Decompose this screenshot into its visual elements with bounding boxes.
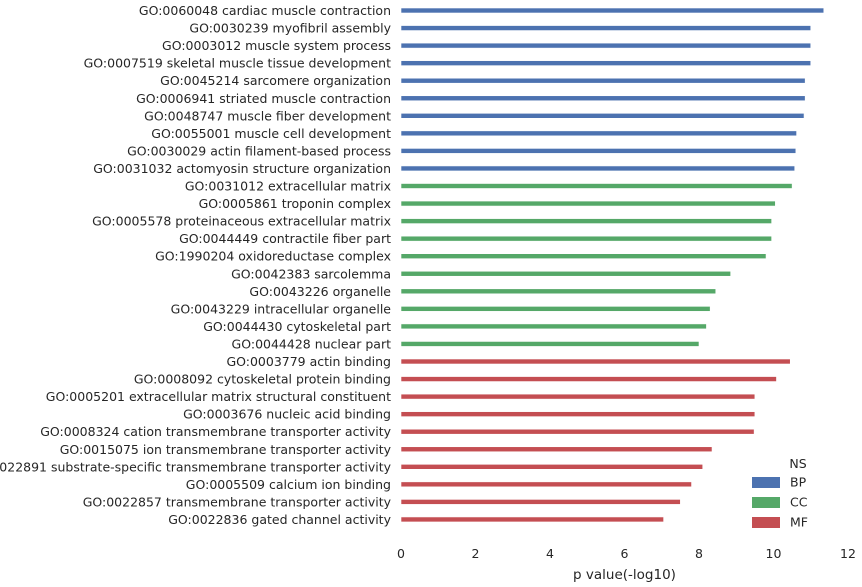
category-label: GO:0042383 sarcolemma [231,266,391,281]
category-label: GO:0030239 myofibril assembly [189,21,391,36]
bar-cc [400,235,772,242]
legend-label-bp: BP [790,475,807,490]
bar-mf [400,428,755,435]
category-label: GO:0022857 transmembrane transporter act… [83,494,392,509]
legend-label-cc: CC [790,495,808,510]
category-label: GO:0005861 troponin complex [199,196,391,211]
x-tick-label: 12 [840,546,856,561]
bar-cc [400,270,731,277]
bar-cc [400,200,776,207]
category-label: GO:0008324 cation transmembrane transpor… [40,424,391,439]
category-label: GO:0005509 calcium ion binding [186,477,391,492]
bar-mf [400,358,791,365]
bar-bp [400,113,805,119]
category-label: GO:0044449 contractile fiber part [179,231,391,246]
bar-cc [400,341,700,347]
category-label: GO:0005578 proteinaceous extracellular m… [92,214,391,229]
legend: NS BP CC MF [752,456,808,530]
category-label: GO:0015075 ion transmembrane transporter… [60,442,392,457]
category-label: GO:0044428 nuclear part [232,336,392,351]
category-label: GO:0060048 cardiac muscle contraction [139,3,391,18]
legend-swatch-mf [752,517,780,528]
bar-mf [400,481,692,488]
bar-mf [400,499,681,505]
bar-bp [400,77,806,84]
category-label: GO:0043229 intracellular organelle [171,301,392,316]
category-label: GO:0007519 skeletal muscle tissue develo… [84,56,391,71]
x-axis-ticks: 0 2 4 6 8 10 12 [397,546,856,561]
bar-bp [400,165,796,172]
category-label: GO:0022836 gated channel activity [168,512,391,527]
x-tick-label: 0 [397,546,405,561]
legend-swatch-bp [752,477,780,488]
bar-mf [400,393,756,400]
bar-bp [400,130,797,137]
category-label: GO:0005201 extracellular matrix structur… [46,389,391,404]
x-tick-label: 2 [472,546,480,561]
category-label: GO:1990204 oxidoreductase complex [155,249,391,264]
bar-cc [400,323,707,330]
category-label: GO:0006941 striated muscle contraction [136,91,391,106]
category-label: GO:0048747 muscle fiber development [144,108,391,123]
category-label: GO:0055001 muscle cell development [151,126,391,141]
bar-bp [400,148,797,154]
bar-cc [400,183,793,189]
bar-mf [400,446,713,453]
x-tick-label: 4 [546,546,554,561]
legend-swatch-cc [752,497,780,508]
bar-bp [400,60,812,66]
category-label: GO:0003676 nucleic acid binding [183,407,391,422]
bar-mf [400,376,777,382]
category-labels: GO:0060048 cardiac muscle contraction GO:… [0,3,392,527]
bar-bp [400,25,812,31]
bar-mf [400,411,756,417]
bar-cc [400,253,767,259]
bar-cc [400,218,772,224]
category-label: GO:0045214 sarcomere organization [160,73,391,88]
legend-label-mf: MF [790,515,808,530]
bar-bp [400,42,812,49]
category-label: GO:0030029 actin filament-based process [127,143,391,158]
bars-layer [400,7,825,523]
bar-cc [400,288,717,295]
x-tick-label: 10 [766,546,782,561]
category-label: GO:0022891 substrate-specific transmembr… [0,459,392,474]
x-tick-label: 6 [621,546,629,561]
category-label: GO:0003012 muscle system process [162,38,391,53]
category-label: GO:0031012 extracellular matrix [185,179,391,194]
category-label: GO:0008092 cytoskeletal protein binding [134,372,391,387]
bar-mf [400,463,704,470]
bar-cc [400,306,711,312]
bar-bp [400,7,825,14]
category-label: GO:0043226 organelle [249,284,391,299]
category-label: GO:0031032 actomyosin structure organiza… [93,161,391,176]
x-tick-label: 8 [695,546,703,561]
bar-bp [400,95,806,102]
category-label: GO:0044430 cytoskeletal part [203,319,391,334]
bar-mf [400,516,664,523]
legend-title: NS [789,456,806,471]
x-axis-title: p value(-log10) [573,567,676,583]
category-label: GO:0003779 actin binding [226,354,391,369]
